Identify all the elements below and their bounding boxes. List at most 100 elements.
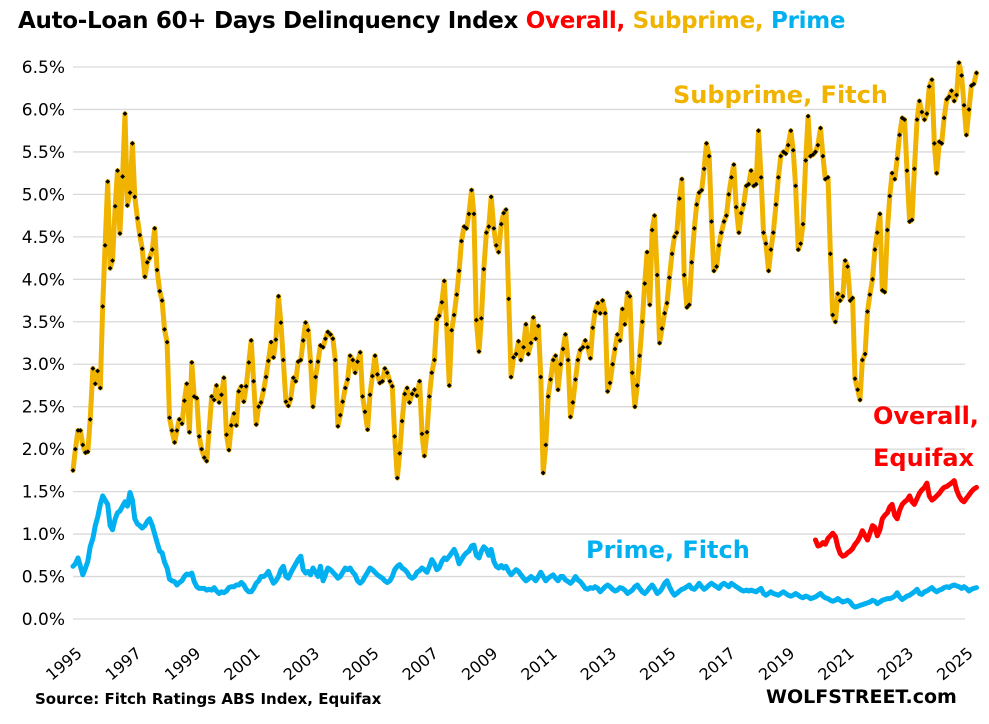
data-point-subprime	[577, 347, 583, 353]
data-point-subprime	[464, 225, 469, 231]
y-tick-label: 6.0%	[22, 100, 65, 120]
data-point-subprime	[528, 340, 534, 346]
data-point-subprime	[865, 309, 870, 314]
data-point-subprime	[409, 391, 415, 397]
x-tick-label: 2023	[874, 644, 917, 685]
data-point-subprime	[419, 431, 425, 437]
data-point-subprime	[149, 247, 155, 252]
data-point-subprime	[694, 202, 700, 207]
data-point-subprime	[573, 377, 578, 382]
x-tick-label: 2015	[636, 644, 679, 685]
data-point-subprime	[501, 210, 507, 216]
data-point-subprime	[805, 113, 811, 119]
data-point-subprime	[320, 344, 326, 350]
data-point-subprime	[387, 378, 393, 384]
y-tick-label: 1.5%	[22, 483, 65, 503]
data-point-subprime	[736, 230, 742, 235]
annotation-overall-line2: Equifax	[873, 444, 975, 472]
data-point-subprime	[285, 403, 291, 409]
data-point-subprime	[917, 98, 922, 104]
data-point-subprime	[555, 387, 561, 393]
y-tick-label: 3.0%	[22, 355, 65, 375]
data-point-subprime	[511, 355, 516, 360]
data-point-subprime	[666, 275, 672, 281]
data-point-subprime	[266, 358, 271, 364]
data-point-subprime	[516, 338, 521, 344]
data-point-subprime	[120, 174, 125, 179]
x-tick-label: 2021	[814, 644, 857, 685]
data-point-subprime	[206, 429, 212, 435]
data-point-subprime	[800, 221, 806, 227]
data-point-subprime	[563, 332, 568, 337]
data-point-subprime	[798, 241, 804, 247]
data-point-subprime	[746, 181, 752, 187]
data-point-subprime	[261, 387, 267, 393]
data-point-subprime	[600, 298, 605, 303]
data-point-subprime	[548, 377, 553, 382]
data-point-subprime	[684, 304, 690, 310]
data-point-subprime	[147, 255, 153, 261]
x-tick-label: 2013	[577, 644, 620, 685]
data-point-subprime	[303, 320, 308, 326]
data-point-subprime	[486, 224, 492, 230]
data-point-subprime	[228, 422, 234, 428]
data-point-subprime	[929, 77, 935, 83]
data-point-subprime	[496, 249, 502, 255]
data-point-subprime	[525, 351, 531, 357]
data-point-subprime	[815, 142, 821, 148]
data-point-subprime	[585, 344, 591, 350]
data-point-subprime	[107, 265, 113, 271]
data-point-subprime	[718, 230, 724, 235]
data-point-subprime	[513, 351, 519, 357]
data-point-subprime	[887, 193, 893, 199]
data-point-subprime	[617, 338, 623, 343]
data-point-subprime	[642, 281, 648, 286]
data-point-subprime	[721, 219, 727, 224]
data-point-subprime	[404, 385, 410, 391]
data-point-subprime	[850, 295, 856, 301]
data-point-subprime	[813, 149, 818, 155]
data-point-subprime	[201, 455, 207, 461]
data-point-subprime	[785, 142, 791, 148]
data-point-subprime	[219, 392, 224, 398]
data-point-subprime	[293, 378, 299, 384]
data-point-subprime	[300, 338, 306, 343]
data-point-subprime	[845, 264, 850, 269]
data-point-subprime	[681, 272, 687, 278]
data-point-subprime	[662, 310, 668, 316]
data-point-subprime	[716, 242, 722, 248]
data-point-subprime	[362, 409, 368, 415]
data-point-subprime	[469, 187, 474, 193]
data-point-subprime	[179, 421, 185, 427]
data-point-subprime	[825, 175, 831, 180]
data-point-subprime	[340, 399, 346, 404]
data-point-subprime	[795, 247, 801, 252]
data-point-subprime	[461, 224, 467, 230]
data-point-subprime	[783, 151, 789, 157]
data-point-subprime	[763, 241, 769, 247]
data-point-subprime	[966, 107, 972, 112]
data-point-subprime	[332, 357, 338, 363]
data-point-subprime	[241, 399, 247, 404]
data-point-subprime	[877, 211, 883, 217]
data-point-subprime	[233, 422, 239, 428]
data-point-subprime	[298, 357, 304, 363]
data-point-subprime	[427, 394, 432, 399]
data-point-subprime	[360, 394, 365, 399]
data-point-subprime	[90, 366, 96, 371]
data-point-subprime	[152, 225, 158, 231]
x-tick-label: 2007	[399, 644, 442, 685]
data-point-subprime	[471, 211, 477, 217]
data-point-subprime	[793, 183, 799, 189]
data-point-subprime	[568, 414, 573, 420]
data-point-subprime	[412, 387, 417, 393]
data-point-subprime	[587, 355, 593, 361]
data-point-subprime	[971, 81, 977, 87]
title-subprime: Subprime,	[624, 8, 764, 34]
data-point-subprime	[85, 449, 91, 455]
data-point-subprime	[808, 153, 813, 159]
data-point-subprime	[884, 227, 890, 233]
data-point-subprime	[283, 399, 289, 404]
data-point-subprime	[432, 357, 437, 363]
x-tick-label: 1999	[161, 644, 204, 685]
